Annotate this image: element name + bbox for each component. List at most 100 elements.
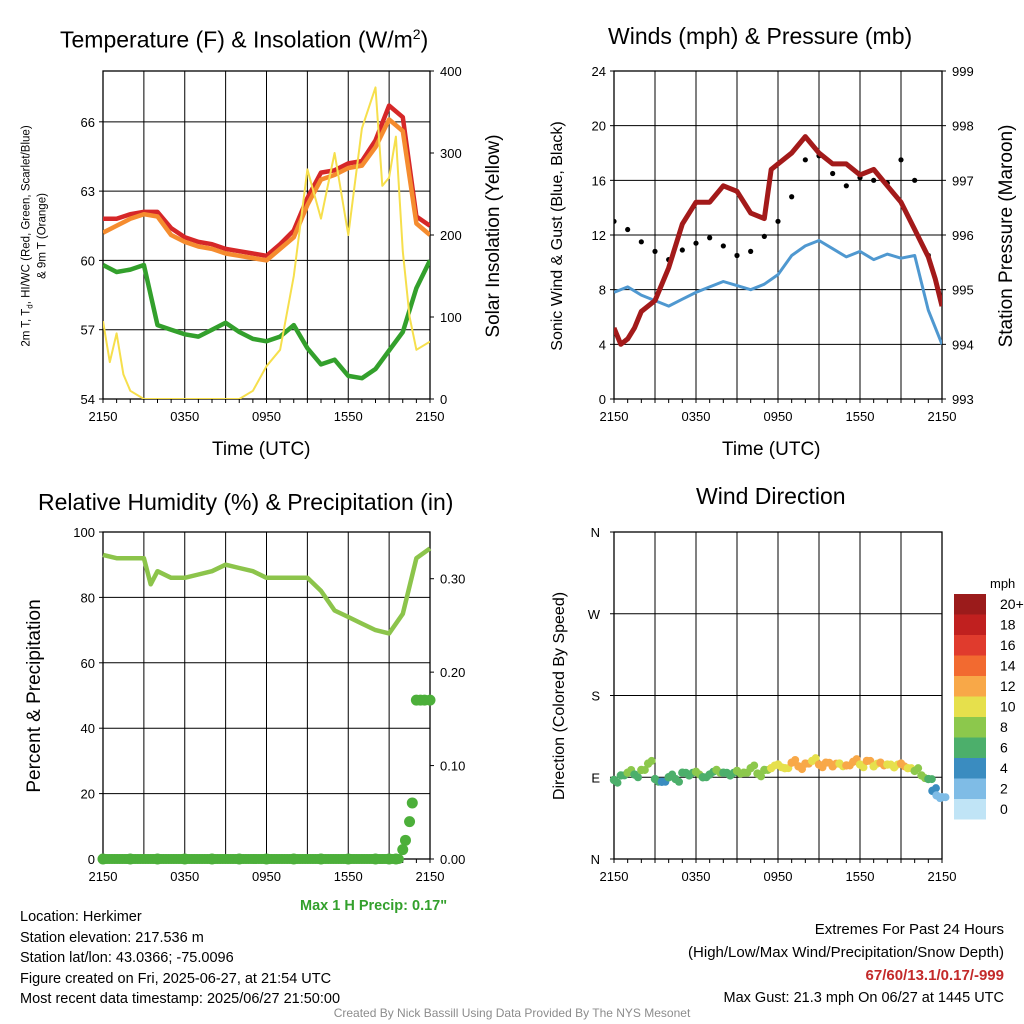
rh-xtick-label: 2150: [89, 869, 118, 884]
rh-y2tick-label: 0.30: [440, 572, 465, 587]
precip-point: [424, 694, 436, 706]
rh-y2tick-label: 0.00: [440, 852, 465, 867]
dir-axes: [613, 531, 943, 863]
wind-ytick-label: 0: [599, 392, 606, 407]
dir-xtick-label: 0350: [682, 869, 711, 884]
wind-xtick-label: 0350: [682, 409, 711, 424]
temp-ytick-label: 63: [81, 184, 95, 199]
info-location: Location: Herkimer: [20, 909, 142, 925]
rh-xtick-label: 0350: [170, 869, 199, 884]
wind-gust-point: [761, 233, 767, 239]
rh-ytick-label: 100: [73, 525, 95, 540]
station-info: Location: Herkimer Station elevation: 21…: [20, 907, 340, 1010]
precip-point: [397, 844, 409, 856]
wind-xtick-label: 2150: [600, 409, 629, 424]
wind-ytick-label: 16: [592, 173, 606, 188]
dir-legend-swatch: [954, 696, 986, 717]
dir-legend-label: 8: [1000, 719, 1008, 735]
rh-xtick-label: 0950: [252, 869, 281, 884]
extremes-box: Extremes For Past 24 Hours (High/Low/Max…: [688, 918, 1004, 1010]
dir-legend-swatch: [954, 614, 986, 635]
dir-xtick-label: 2150: [928, 869, 957, 884]
wind-gust-point: [912, 177, 918, 183]
precip-point: [342, 853, 354, 865]
dir-point: [791, 755, 800, 764]
precip-point: [97, 853, 109, 865]
temp-series-2m-td: [103, 259, 430, 381]
dir-legend-swatch: [954, 635, 986, 656]
max-precip-label: Max 1 H Precip: 0.17": [300, 898, 448, 914]
rh-ytick-label: 0: [88, 852, 95, 867]
rh-ytick-label: 20: [81, 787, 95, 802]
precip-point: [390, 853, 402, 865]
temp-series-2m-t: [103, 103, 430, 259]
wind-gust-point: [638, 239, 644, 245]
extremes-subtitle: (High/Low/Max Wind/Precipitation/Snow De…: [688, 944, 1004, 961]
dir-legend-label: 4: [1000, 760, 1008, 776]
dir-point: [941, 793, 950, 802]
dir-legend-label: 20+: [1000, 596, 1024, 612]
temp-ytick-label: 66: [81, 115, 95, 130]
temp-ytick-label: 60: [81, 253, 95, 268]
extremes-values: 67/60/13.1/0.17/-999: [865, 967, 1004, 984]
wind-y2tick-label: 998: [952, 119, 974, 134]
wind-gust-point: [679, 247, 685, 253]
dir-legend-swatch: [954, 717, 986, 738]
wind-xtick-label: 0950: [764, 409, 793, 424]
precip-point: [288, 853, 300, 865]
wind-gust-point: [843, 183, 849, 189]
wind-y2tick-label: 994: [952, 337, 974, 352]
rh-y2tick-label: 0.20: [440, 665, 465, 680]
rh-ytick-label: 60: [81, 656, 95, 671]
wind-xtick-label: 1550: [846, 409, 875, 424]
dir-ytick-label: N: [591, 852, 600, 867]
wind-gust-point: [830, 170, 836, 177]
temp-xtick-label: 0350: [170, 409, 199, 424]
wind-gust-point: [871, 177, 877, 183]
temp-xtick-label: 2150: [416, 409, 445, 424]
dir-legend-label: 18: [1000, 617, 1016, 633]
wind-gust-point: [693, 240, 699, 246]
dir-legend-label: 0: [1000, 801, 1008, 817]
dir-legend-label: 6: [1000, 740, 1008, 756]
wind-gust-point: [748, 248, 754, 254]
temp-y2tick-label: 400: [440, 64, 462, 79]
dir-point: [640, 765, 649, 774]
wind-ytick-label: 4: [599, 337, 606, 352]
dir-legend-swatch: [954, 758, 986, 779]
dir-point: [811, 754, 820, 763]
wind-ytick-label: 8: [599, 283, 606, 298]
wind-y2tick-label: 996: [952, 228, 974, 243]
rh-ytick-label: 40: [81, 721, 95, 736]
wind-y2tick-label: 993: [952, 392, 974, 407]
dir-point: [750, 761, 759, 770]
precip-point: [399, 834, 411, 846]
dir-point: [634, 773, 642, 782]
temp-y2tick-label: 100: [440, 310, 462, 325]
temp-y2tick-label: 200: [440, 228, 462, 243]
dir-xtick-label: 2150: [600, 869, 629, 884]
info-latlon: Station lat/lon: 43.0366; -75.0096: [20, 950, 234, 966]
wind-ytick-label: 12: [592, 228, 606, 243]
dir-ytick-label: E: [591, 770, 600, 785]
wind-gust-point: [625, 226, 631, 233]
dir-legend-title: mph: [990, 576, 1015, 591]
temp-series-9m-t: [103, 117, 430, 263]
rh-xtick-label: 1550: [334, 869, 363, 884]
temp-series-solar: [103, 86, 430, 399]
info-created: Figure created on Fri, 2025-06-27, at 21…: [20, 970, 332, 987]
wind-series-pressure: [614, 134, 942, 347]
temp-ytick-label: 57: [81, 323, 95, 338]
info-elevation: Station elevation: 217.536 m: [20, 929, 204, 946]
precip-point: [233, 853, 245, 865]
extremes-title: Extremes For Past 24 Hours: [814, 921, 1004, 938]
dir-legend-swatch: [954, 594, 986, 615]
wind-ytick-label: 20: [592, 119, 606, 134]
dir-legend-label: 14: [1000, 658, 1016, 674]
dir-xtick-label: 0950: [764, 869, 793, 884]
temp-xtick-label: 2150: [89, 409, 118, 424]
dir-legend-label: 10: [1000, 699, 1016, 715]
rh-title: Relative Humidity (%) & Precipitation (i…: [38, 489, 454, 515]
dir-legend-label: 12: [1000, 678, 1016, 694]
